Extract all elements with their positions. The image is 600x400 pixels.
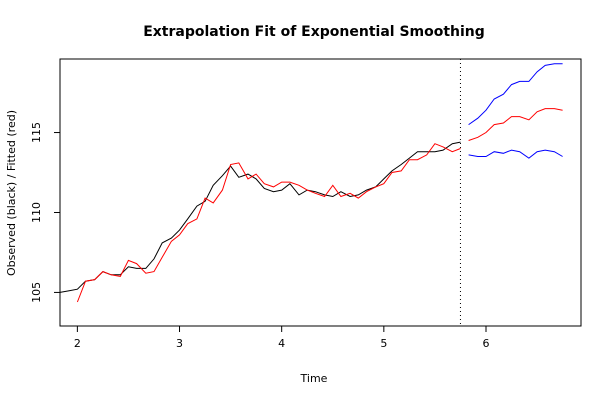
x-tick-label: 4 [278,337,285,350]
y-axis-label: Observed (black) / Fitted (red) [5,110,18,276]
x-axis: 2 3 4 5 6 [74,326,489,350]
x-tick-label: 5 [380,337,387,350]
y-axis: 105 110 115 [30,122,60,303]
x-tick-label: 2 [74,337,81,350]
y-tick-label: 105 [30,282,43,303]
upper-series-line [468,63,563,126]
lower-series-line [468,149,563,159]
y-tick-label: 110 [30,202,43,223]
observed-series-line [59,141,461,293]
x-tick-label: 6 [482,337,489,350]
x-tick-label: 3 [176,337,183,350]
chart-title: Extrapolation Fit of Exponential Smoothi… [143,24,485,40]
plot-frame [59,58,582,327]
series-layer [59,63,563,303]
x-axis-label: Time [300,372,328,385]
y-tick-label: 115 [30,122,43,143]
fitted-series-line [76,143,461,303]
forecast-series-line [468,108,563,141]
